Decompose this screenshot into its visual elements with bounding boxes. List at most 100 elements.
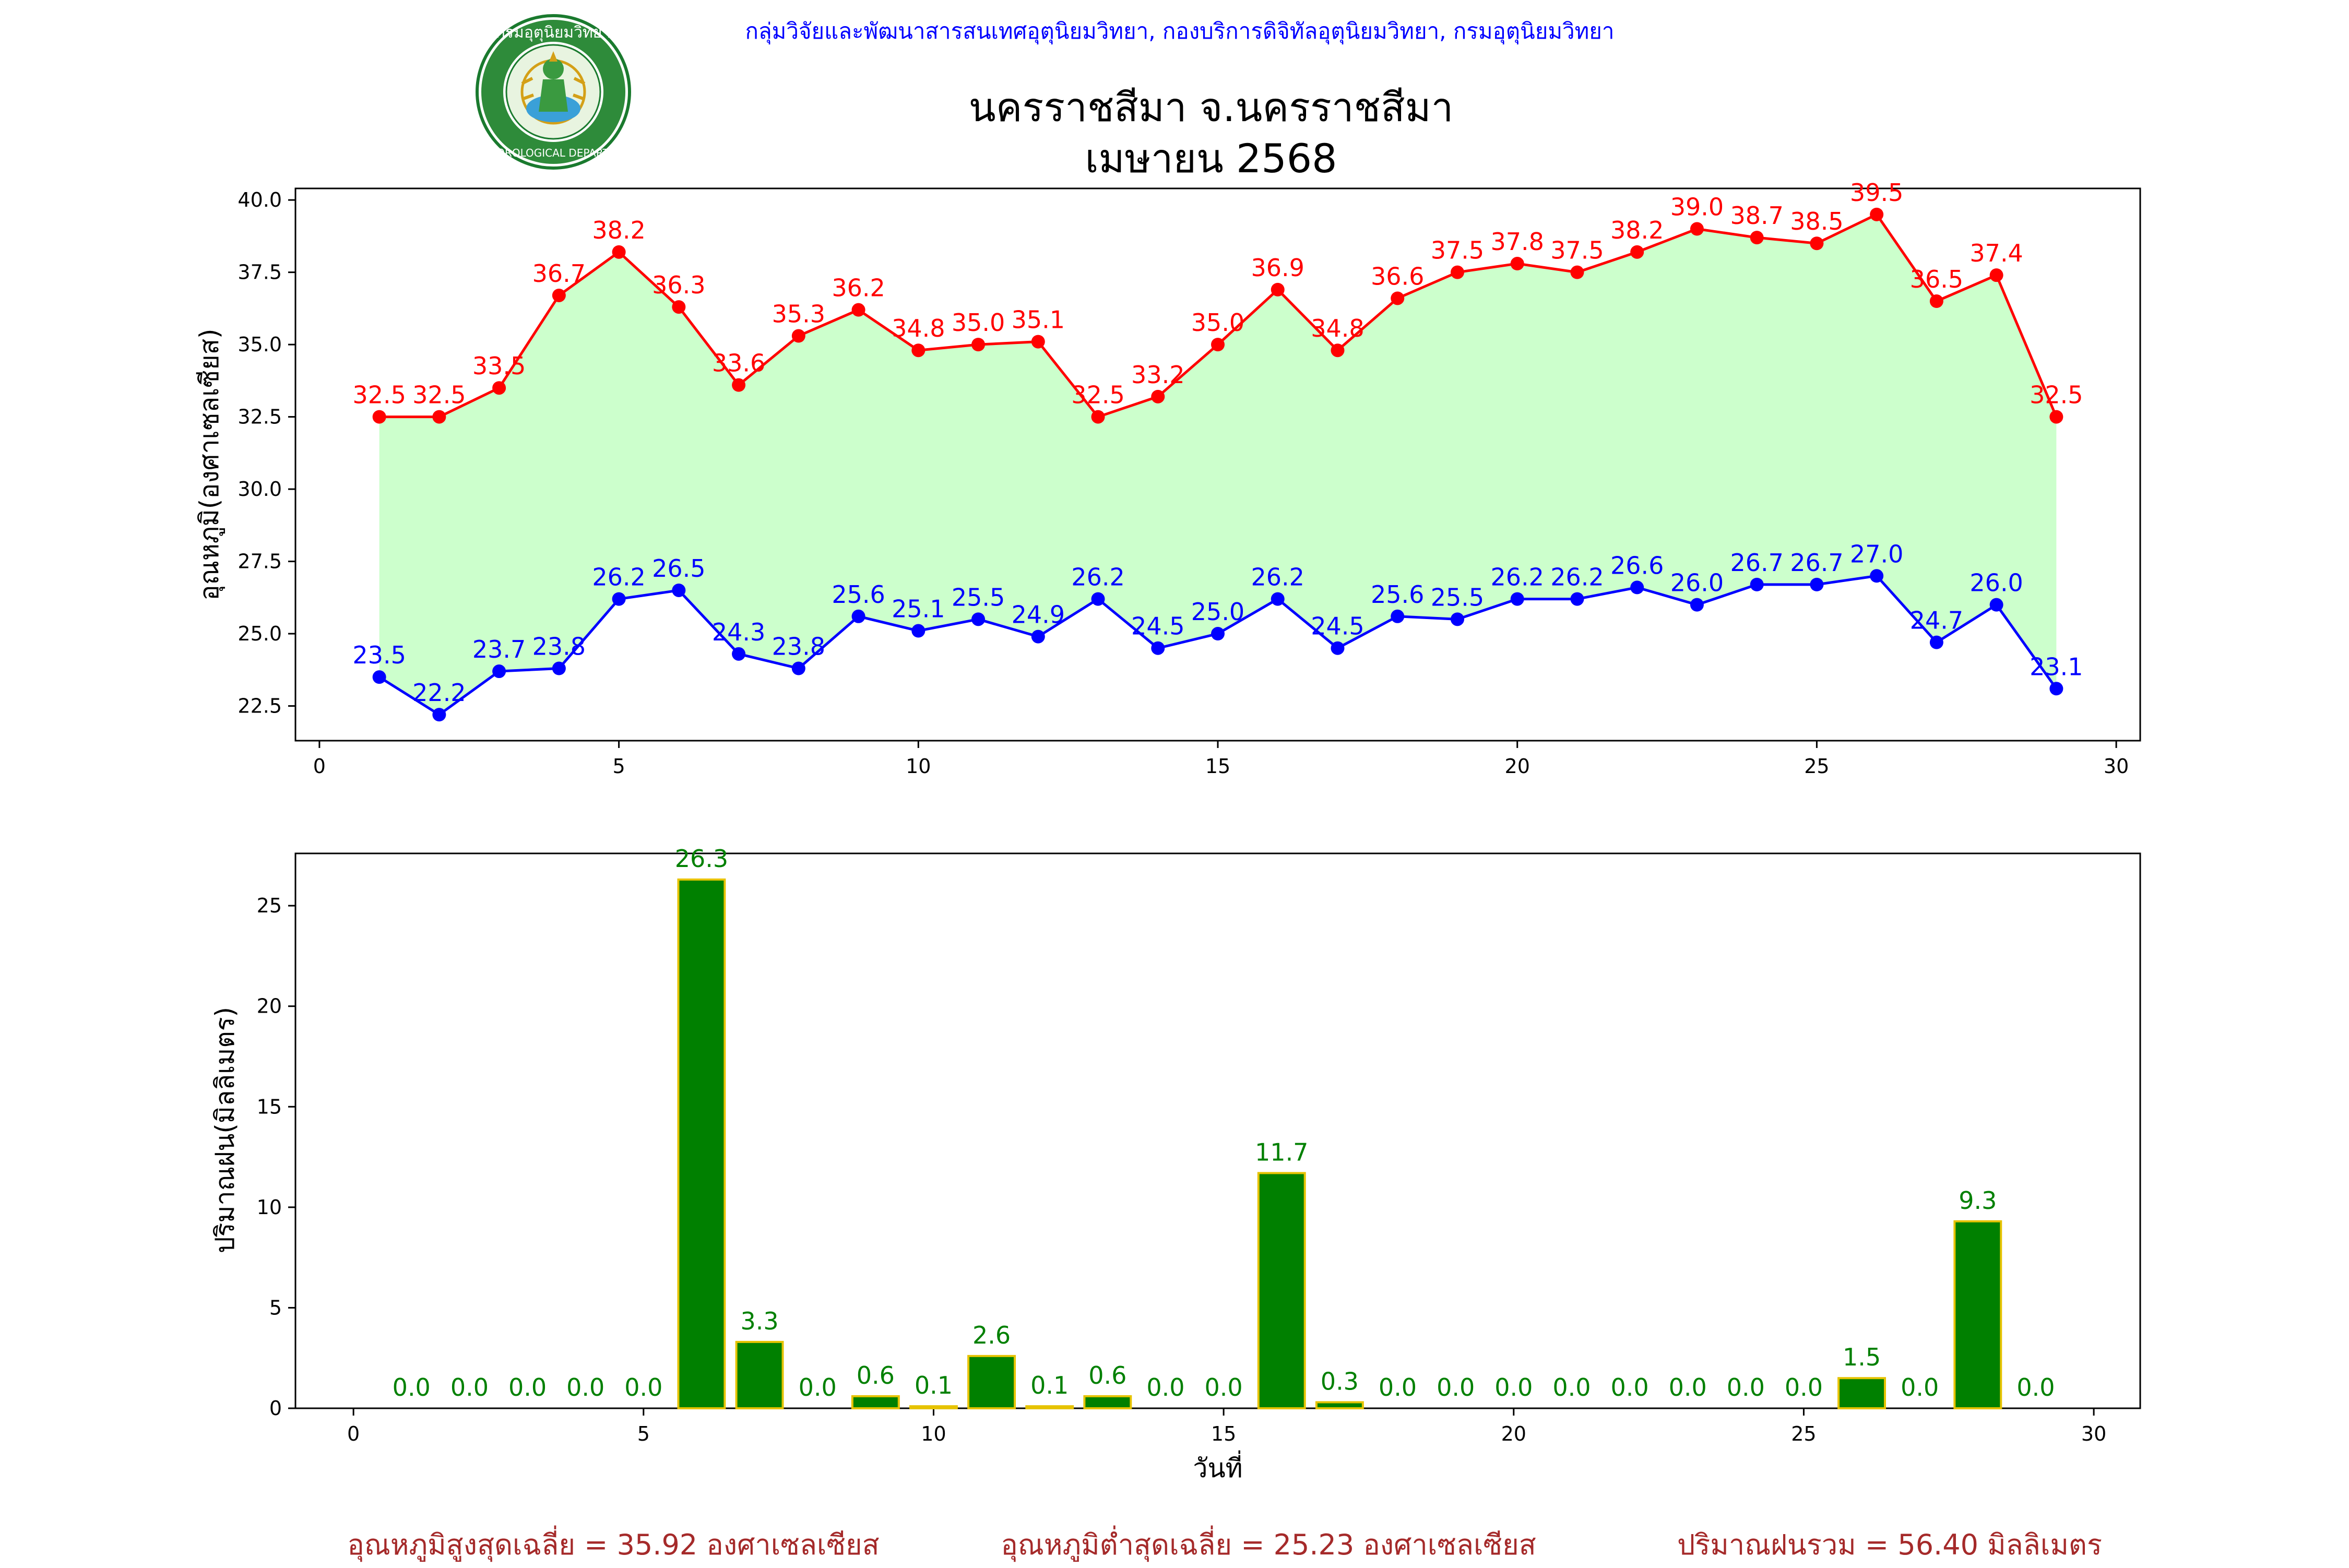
rainfall-x-tick-label: 10 [921,1422,946,1445]
max-temperature-label: 38.2 [592,216,645,244]
min-temperature-label: 22.2 [412,679,466,707]
rainfall-x-tick-label: 25 [1791,1422,1816,1445]
rainfall-bar [1025,1405,1074,1409]
max-temperature-point [732,378,746,392]
rainfall-y-axis-label: ปริมาณฝน(มิลลิเมตร) [210,1007,240,1253]
min-temperature-label: 25.6 [832,580,885,609]
temperature-points [372,207,2063,722]
min-temperature-label: 24.5 [1311,612,1364,640]
rainfall-bar-label: 0.0 [450,1373,489,1401]
rainfall-bar-label: 26.3 [675,845,728,873]
max-temperature-point [2049,410,2063,424]
min-temperature-label: 23.7 [472,635,526,663]
temperature-x-tick-label: 10 [906,755,931,778]
min-temperature-label: 26.2 [1071,563,1124,591]
max-temperature-point [1331,343,1345,358]
min-temperature-label: 25.1 [892,595,945,623]
rainfall-bars [677,878,2002,1410]
min-temperature-point [1870,569,1884,583]
rainfall-bar [677,878,726,1409]
max-temperature-point [672,300,686,314]
min-temperature-point [1091,592,1105,606]
rainfall-bar-label: 9.3 [1959,1186,1997,1215]
min-temperature-point [732,647,746,661]
max-temperature-point [1810,236,1824,251]
rainfall-bar [1083,1395,1132,1410]
max-temperature-point [971,338,986,352]
min-temperature-label: 25.5 [952,583,1005,611]
min-temperature-point [2049,682,2063,696]
rainfall-x-tick-label: 15 [1211,1422,1236,1445]
rainfall-bar [851,1395,900,1410]
max-temperature-point [1630,245,1644,259]
rainfall-x-axis: 0 5 10 15 20 25 30 [347,1408,2106,1445]
rainfall-bar-label: 0.0 [1379,1373,1417,1401]
max-temperature-label: 33.6 [712,349,765,377]
temperature-x-tick-label: 15 [1205,755,1230,778]
min-temperature-label: 24.3 [712,618,765,646]
rainfall-plot-frame [294,852,2141,1409]
temperature-y-tick-label: 37.5 [238,261,282,284]
temperature-x-tick-label: 0 [313,755,326,778]
max-temperature-label: 39.5 [1850,179,1903,207]
rainfall-bar-label: 0.0 [1437,1373,1475,1401]
max-temperature-label: 36.5 [1910,265,1963,293]
max-temperature-label: 37.5 [1431,236,1484,265]
summary-total-rain: ปริมาณฝนรวม = 56.40 มิลลิเมตร [1677,1528,2102,1561]
logo-text-top: กรมอุตุนิยมวิทยา [496,23,611,42]
rainfall-y-tick-label: 15 [257,1095,282,1118]
min-temperature-point [1331,641,1345,655]
rainfall-bar-label: 0.0 [1205,1373,1243,1401]
temperature-value-labels: 32.5 32.533.536.738.236.333.635.336.234.8… [352,179,2083,707]
rainfall-y-tick-label: 25 [257,894,282,917]
max-temperature-point [1271,282,1285,296]
min-temperature-point [1810,577,1824,591]
min-temperature-label: 25.6 [1371,580,1424,609]
summary-avg-max: อุณหภูมิสูงสุดเฉลี่ย = 35.92 องศาเซลเซีย… [347,1525,879,1562]
temperature-y-tick-label: 22.5 [238,695,282,718]
temperature-panel: 22.5 25.0 27.5 30.0 32.5 35.0 37.5 40.0 0 5 10 15 2… [194,179,2141,778]
max-temperature-label: 38.2 [1610,216,1664,244]
max-temperature-label: 35.3 [772,300,825,328]
rainfall-y-axis: 0 5 10 15 20 25 [257,894,295,1420]
max-temperature-point [791,329,805,343]
rainfall-bar-label: 0.1 [915,1371,953,1399]
max-temperature-label: 36.6 [1371,262,1424,290]
max-temperature-label: 39.0 [1670,193,1724,221]
rainfall-bar [967,1355,1016,1409]
min-temperature-label: 26.0 [1670,569,1724,597]
rainfall-x-tick-label: 5 [637,1422,650,1445]
temperature-y-axis-label: อุณหภูมิ(องศาเซลเซียส) [194,328,225,600]
rainfall-bar [1837,1377,1887,1410]
rainfall-bar-label: 0.0 [1727,1373,1765,1401]
max-temperature-label: 38.5 [1790,207,1843,235]
min-temperature-point [1271,592,1285,606]
rainfall-bar [1257,1172,1306,1409]
rainfall-bar-label: 0.6 [1088,1361,1126,1389]
max-temperature-label: 37.4 [1970,239,2023,267]
temperature-y-tick-label: 30.0 [238,478,282,501]
temperature-x-axis: 0 5 10 15 20 25 30 [313,741,2129,778]
min-temperature-label: 23.1 [2030,652,2083,681]
min-temperature-label: 23.8 [772,633,825,661]
rainfall-x-tick-label: 0 [347,1422,360,1445]
max-temperature-label: 37.8 [1490,228,1544,256]
temperature-y-tick-label: 25.0 [238,622,282,645]
min-temperature-point [1450,612,1464,626]
max-temperature-point [1570,265,1584,279]
rainfall-bar-label: 0.0 [1785,1373,1823,1401]
max-temperature-label: 32.5 [352,381,406,409]
rainfall-bar-label: 0.0 [393,1373,431,1401]
min-temperature-point [612,592,626,606]
rainfall-bar-label: 0.0 [1146,1373,1184,1401]
temperature-x-tick-label: 20 [1505,755,1530,778]
min-temperature-point [971,612,986,626]
max-temperature-point [1031,335,1045,349]
min-temperature-point [851,609,865,623]
min-temperature-point [552,661,566,675]
rainfall-bar-label: 0.0 [1901,1373,1939,1401]
min-temperature-point [372,670,386,684]
max-temperature-label: 36.7 [532,259,586,288]
min-temperature-point [1750,577,1764,591]
